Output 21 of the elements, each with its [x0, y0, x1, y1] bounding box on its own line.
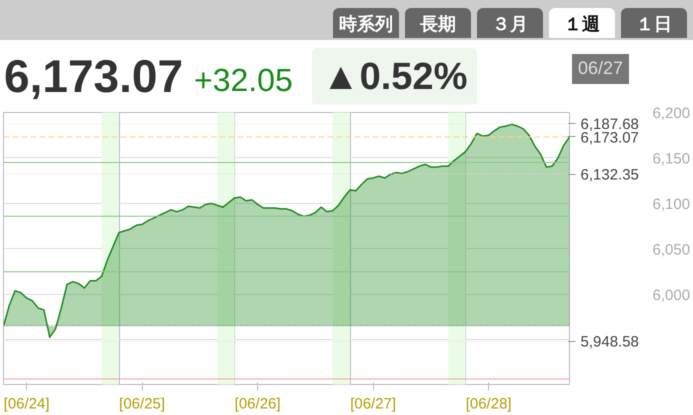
y-tick-label: 6,100 — [652, 196, 690, 213]
ref-line-label: 6,132.35 — [580, 166, 639, 184]
x-tick-label: [06/25] — [119, 396, 166, 412]
text: 長期 — [405, 8, 471, 38]
y-tick-label: 6,000 — [652, 286, 690, 304]
text: １週 — [549, 8, 615, 38]
text: 時系列 — [333, 8, 399, 38]
chart-title: 6,173.07 — [4, 49, 184, 104]
x-tick-label: [06/26] — [234, 396, 281, 412]
ref-line-label: 5,948.58 — [580, 334, 639, 351]
text: +32.05 — [194, 61, 293, 100]
text: 06/27 — [572, 54, 630, 84]
x-tick-label: [06/28] — [466, 396, 512, 412]
y-tick-label: 6,200 — [652, 105, 690, 122]
text: ３月 — [477, 8, 543, 38]
text: ▲0.52% — [312, 48, 478, 106]
x-tick-label: [06/27] — [350, 396, 396, 412]
y-tick-label: 6,150 — [652, 150, 690, 168]
x-tick-label: [06/24] — [4, 396, 50, 412]
y-tick-label: 6,050 — [652, 241, 690, 258]
text: １日 — [621, 8, 687, 38]
